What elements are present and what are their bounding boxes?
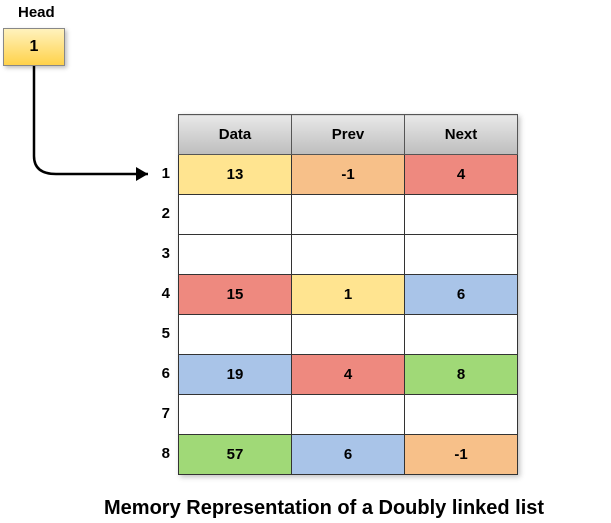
table-cell: 4: [292, 355, 405, 395]
table-header-row: Data Prev Next: [179, 115, 518, 155]
table-cell: [292, 235, 405, 275]
table-cell: [292, 315, 405, 355]
table-row: 13-14: [179, 155, 518, 195]
row-index-label: 5: [158, 325, 170, 342]
col-header-next: Next: [405, 115, 518, 155]
head-box: 1: [3, 28, 65, 66]
table-row: 576-1: [179, 435, 518, 475]
arrow-icon: [28, 66, 163, 186]
table-cell: [405, 315, 518, 355]
col-header-data: Data: [179, 115, 292, 155]
table-row: [179, 315, 518, 355]
table-cell: 8: [405, 355, 518, 395]
table-cell: [292, 395, 405, 435]
table-cell: [405, 395, 518, 435]
table-cell: [405, 235, 518, 275]
table-cell: 15: [179, 275, 292, 315]
table-cell: -1: [405, 435, 518, 475]
table-cell: -1: [292, 155, 405, 195]
table-cell: 19: [179, 355, 292, 395]
table-cell: 6: [292, 435, 405, 475]
head-label: Head: [18, 4, 55, 21]
table-row: 1948: [179, 355, 518, 395]
diagram-container: Head 1 Data Prev Next 13-1415161948576-1…: [0, 0, 611, 523]
table-cell: 13: [179, 155, 292, 195]
memory-table-wrap: Data Prev Next 13-1415161948576-1: [178, 114, 518, 475]
row-index-label: 6: [158, 365, 170, 382]
table-cell: [179, 195, 292, 235]
table-row: [179, 195, 518, 235]
row-index-label: 2: [158, 205, 170, 222]
table-cell: [292, 195, 405, 235]
row-index-label: 7: [158, 405, 170, 422]
table-cell: [179, 315, 292, 355]
table-cell: [179, 395, 292, 435]
row-index-label: 4: [158, 285, 170, 302]
table-cell: [179, 235, 292, 275]
table-cell: 4: [405, 155, 518, 195]
diagram-caption: Memory Representation of a Doubly linked…: [104, 497, 544, 520]
table-cell: 6: [405, 275, 518, 315]
table-body: 13-1415161948576-1: [179, 155, 518, 475]
table-cell: 57: [179, 435, 292, 475]
table-cell: [405, 195, 518, 235]
row-index-label: 1: [158, 165, 170, 182]
memory-table: Data Prev Next 13-1415161948576-1: [178, 114, 518, 475]
table-row: [179, 395, 518, 435]
table-row: 1516: [179, 275, 518, 315]
table-cell: 1: [292, 275, 405, 315]
row-index-label: 8: [158, 445, 170, 462]
col-header-prev: Prev: [292, 115, 405, 155]
head-value: 1: [30, 38, 39, 56]
row-index-label: 3: [158, 245, 170, 262]
table-row: [179, 235, 518, 275]
